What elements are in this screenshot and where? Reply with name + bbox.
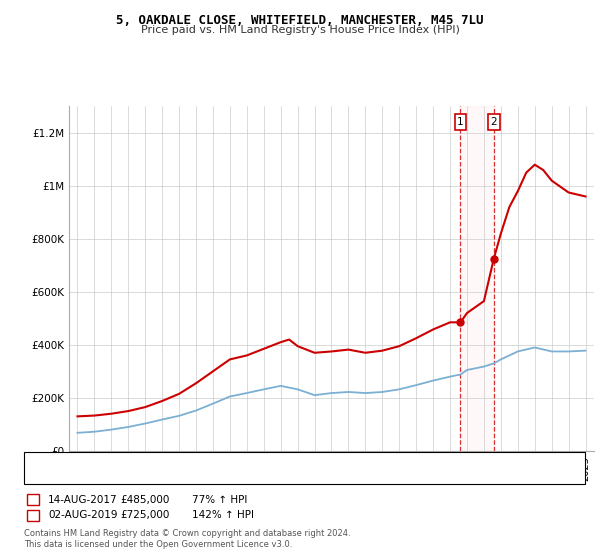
Text: 1: 1	[457, 117, 464, 127]
Point	[489, 254, 499, 263]
Text: £725,000: £725,000	[120, 510, 169, 520]
Text: 5, OAKDALE CLOSE, WHITEFIELD, MANCHESTER, M45 7LU: 5, OAKDALE CLOSE, WHITEFIELD, MANCHESTER…	[116, 14, 484, 27]
Text: HPI: Average price, detached house, Bury: HPI: Average price, detached house, Bury	[64, 470, 271, 480]
Text: 2: 2	[29, 510, 37, 520]
Text: Contains HM Land Registry data © Crown copyright and database right 2024.
This d: Contains HM Land Registry data © Crown c…	[24, 529, 350, 549]
Text: 1: 1	[29, 494, 37, 505]
Text: 14-AUG-2017: 14-AUG-2017	[48, 494, 118, 505]
Text: 2: 2	[490, 117, 497, 127]
Text: 77% ↑ HPI: 77% ↑ HPI	[192, 494, 247, 505]
Text: £485,000: £485,000	[120, 494, 169, 505]
Text: 142% ↑ HPI: 142% ↑ HPI	[192, 510, 254, 520]
Text: Price paid vs. HM Land Registry's House Price Index (HPI): Price paid vs. HM Land Registry's House …	[140, 25, 460, 35]
Point	[455, 318, 465, 327]
Text: 5, OAKDALE CLOSE, WHITEFIELD, MANCHESTER, M45 7LU (detached house): 5, OAKDALE CLOSE, WHITEFIELD, MANCHESTER…	[64, 456, 442, 466]
Text: 02-AUG-2019: 02-AUG-2019	[48, 510, 118, 520]
Bar	[460, 106, 494, 451]
